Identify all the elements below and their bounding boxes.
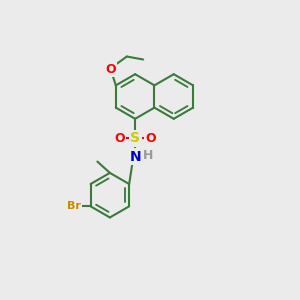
Text: H: H	[143, 148, 154, 162]
Text: O: O	[105, 62, 116, 76]
Text: N: N	[129, 149, 141, 164]
Text: Br: Br	[67, 201, 81, 211]
Text: O: O	[145, 132, 156, 145]
Text: O: O	[114, 132, 125, 145]
Text: S: S	[130, 131, 140, 145]
